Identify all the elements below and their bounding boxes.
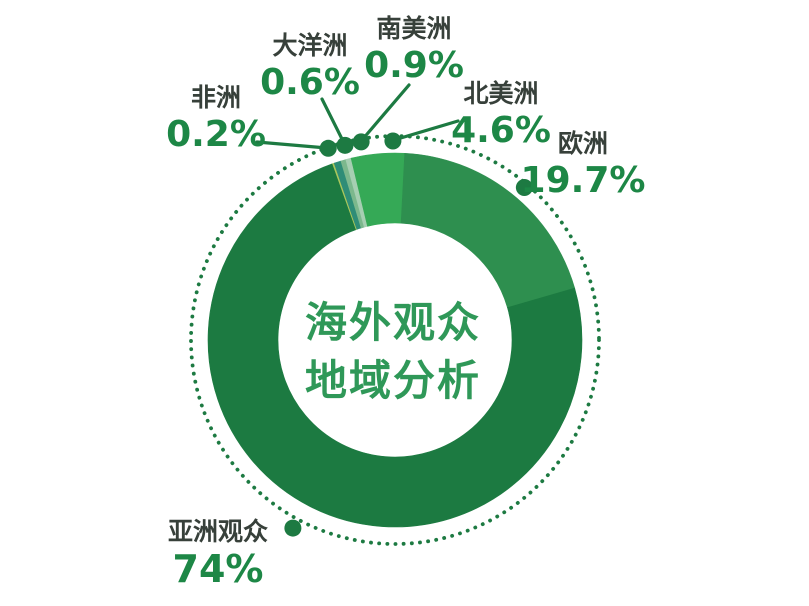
leader-line-oceania [320, 97, 346, 145]
continent-name-oceania: 大洋洲 [272, 31, 348, 60]
leader-line-africa [255, 140, 329, 150]
callout-asia: 亚洲观众 74% [167, 517, 269, 591]
leader-line-north-america [392, 119, 460, 142]
continent-percent-europe: 19.7% [520, 159, 646, 201]
continent-name-asia: 亚洲观众 [167, 517, 269, 546]
continent-name-north-america: 北美洲 [463, 79, 539, 108]
center-title-line-2: 地域分析 [304, 355, 482, 405]
continent-percent-north-america: 4.6% [451, 109, 551, 151]
callout-dot-africa [319, 139, 337, 157]
callout-europe: 欧洲 19.7% [520, 129, 646, 201]
continent-name-europe: 欧洲 [557, 129, 608, 158]
callout-dot-europe [515, 178, 533, 196]
callout-dot-asia [284, 519, 302, 537]
continent-name-africa: 非洲 [190, 83, 241, 112]
continent-percent-asia: 74% [172, 546, 264, 591]
callout-dot-oceania [336, 136, 354, 154]
continent-percent-africa: 0.2% [166, 113, 266, 155]
callout-south-america: 南美洲 0.9% [364, 14, 464, 86]
leader-line-south-america [360, 83, 411, 142]
callout-dot-south-america [352, 133, 370, 151]
callout-oceania: 大洋洲 0.6% [260, 31, 360, 103]
chart-center-title: 海外观众 地域分析 [305, 294, 481, 410]
center-title-line-1: 海外观众 [304, 298, 482, 347]
continent-percent-oceania: 0.6% [260, 61, 360, 103]
callout-africa: 非洲 0.2% [166, 83, 266, 155]
slice-asia [207, 163, 583, 528]
callout-north-america: 北美洲 4.6% [451, 79, 551, 151]
continent-name-south-america: 南美洲 [376, 14, 452, 43]
callout-dot-north-america [384, 132, 402, 150]
continent-percent-south-america: 0.9% [364, 44, 464, 86]
